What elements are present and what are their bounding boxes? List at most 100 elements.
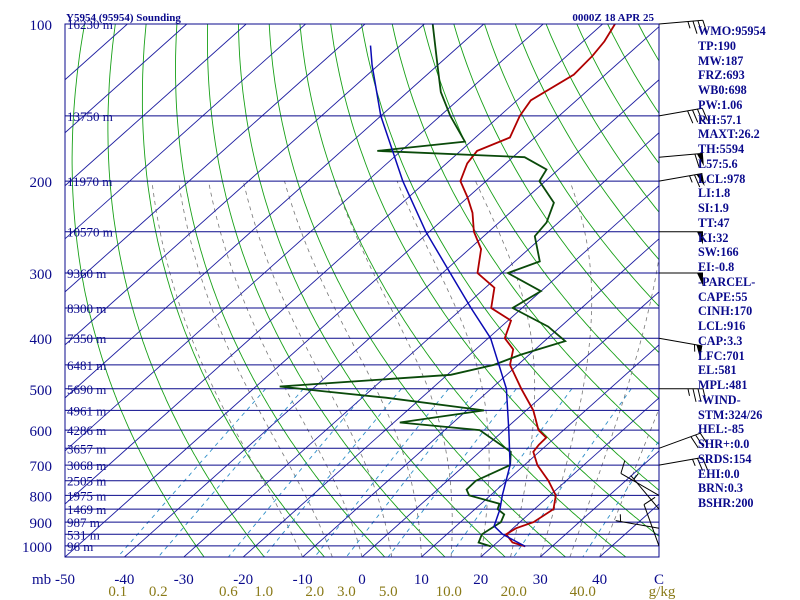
- indices-panel: WMO:95954 TP:190 MW:187 FRZ:693 WB0:698 PW:1.…: [698, 24, 798, 511]
- dry-adiabat: [361, 24, 659, 491]
- pressure-tick-label: 300: [30, 267, 53, 283]
- index-line: WMO:95954: [698, 24, 766, 38]
- moist-adiabat: [242, 181, 393, 557]
- index-line: MPL:481: [698, 378, 748, 392]
- isotherm-line: [65, 24, 366, 293]
- mixing-ratio-tick-label: 5.0: [379, 584, 398, 600]
- index-line: EHI:0.0: [698, 466, 740, 481]
- wind-barb: [659, 231, 703, 245]
- pressure-tick-label: 1000: [22, 540, 52, 556]
- mixing-ratio-line: [314, 388, 449, 557]
- dry-adiabat: [330, 24, 659, 537]
- temperature-tick-label: 0: [358, 572, 366, 588]
- moist-adiabat: [178, 181, 333, 557]
- moist-adiabat: [539, 180, 593, 557]
- sounding-datetime: 0000Z 18 APR 25: [572, 12, 654, 24]
- height-label: 9360 m: [67, 266, 106, 281]
- height-label: 3068 m: [67, 458, 106, 473]
- pressure-tick-label: 200: [30, 175, 53, 191]
- height-label: 8300 m: [67, 301, 106, 316]
- wind-barb: [658, 19, 708, 34]
- index-line: -PARCEL-: [698, 274, 756, 289]
- index-line: TT:47: [698, 215, 730, 230]
- mixing-ratio-tick-label: 2.0: [305, 584, 324, 600]
- isotherm-line: [65, 26, 659, 557]
- wind-barb: [658, 173, 705, 188]
- isotherm-line: [480, 397, 659, 557]
- mixing-ratio-line: [582, 439, 659, 557]
- temperature-labels: -50 -40 -30 -20 -10 0 10 20 30 40 C: [55, 572, 664, 588]
- pressure-tick-label: 600: [30, 424, 53, 440]
- index-line: SI:1.9: [698, 201, 729, 215]
- pressure-tick-label: 700: [30, 459, 53, 475]
- isotherm-line: [183, 132, 659, 557]
- dry-adiabat: [422, 24, 659, 400]
- height-label: 4286 m: [67, 423, 106, 438]
- parcel-profile: [369, 45, 526, 548]
- height-label: 1975 m: [67, 488, 106, 503]
- wind-barb: [643, 496, 660, 547]
- dry-adiabat: [237, 24, 506, 557]
- index-line: EI:-0.8: [698, 260, 735, 274]
- wind-barb: [620, 460, 660, 496]
- index-line: MW:187: [698, 53, 744, 68]
- mixing-ratio-line: [513, 388, 632, 557]
- mixing-ratio-tick-label: 0.6: [219, 584, 238, 600]
- mixing-ratio-tick-label: g/kg: [649, 584, 676, 600]
- moist-adiabat: [334, 180, 453, 557]
- index-line: CAPE:55: [698, 289, 748, 304]
- pressure-labels: 100 200 300 400 500 600 700 800 900 1000: [22, 18, 52, 556]
- pressure-unit-label: mb: [32, 572, 51, 588]
- moist-adiabat: [396, 180, 490, 557]
- grid-lines: [65, 24, 659, 557]
- isotherm-line: [65, 24, 603, 505]
- temperature-tick-label: 20: [473, 572, 488, 588]
- mixing-ratio-tick-label: 40.0: [570, 584, 596, 600]
- sounding-title: Y5954 (95954) Sounding: [66, 12, 181, 24]
- index-line: TH:5594: [698, 142, 745, 156]
- index-line: KI:32: [698, 230, 729, 245]
- index-line: BSHR:200: [698, 496, 754, 510]
- isotherm-line: [124, 79, 659, 557]
- isotherm-line: [302, 238, 659, 557]
- isotherm-line: [65, 24, 544, 452]
- height-label: 16230 m: [67, 17, 113, 32]
- pressure-tick-label: 400: [30, 332, 53, 348]
- wind-barb: [658, 337, 703, 359]
- moist-adiabat: [599, 408, 659, 557]
- index-line: LFC:701: [698, 348, 745, 363]
- isotherm-line: [65, 24, 485, 399]
- isotherm-line: [65, 24, 425, 346]
- moist-adiabat: [569, 255, 659, 557]
- mixing-ratio-tick-label: 0.2: [149, 584, 168, 600]
- temperature-tick-label: -20: [233, 572, 253, 588]
- wind-barb: [615, 514, 660, 529]
- dry-adiabat: [71, 24, 205, 557]
- moist-adiabat: [208, 181, 363, 557]
- temperature-tick-label: -50: [55, 572, 75, 588]
- index-line: SW:166: [698, 245, 739, 260]
- height-label: 3657 m: [67, 441, 106, 456]
- isotherm-line: [65, 24, 188, 134]
- dry-adiabat: [299, 24, 626, 557]
- wind-barb: [658, 457, 708, 471]
- index-line: BRN:0.3: [698, 481, 744, 496]
- isotherm-line: [421, 344, 659, 557]
- height-label: 531 m: [67, 527, 100, 542]
- height-label: 10570 m: [67, 225, 113, 240]
- mixing-ratio-line: [157, 388, 304, 557]
- index-line: LCL:978: [698, 171, 746, 186]
- height-label: 6481 m: [67, 358, 106, 373]
- dry-adiabat: [484, 24, 659, 308]
- height-label: 13750 m: [67, 109, 113, 124]
- index-line: RH:57.1: [698, 112, 742, 127]
- index-line: CINH:170: [698, 304, 753, 319]
- index-line: EL:581: [698, 363, 737, 378]
- index-line: L57:5.6: [698, 156, 738, 171]
- dry-adiabat: [175, 24, 386, 557]
- height-label: 11970 m: [67, 174, 112, 189]
- height-label: 96 m: [67, 539, 93, 554]
- temperature-tick-label: C: [654, 572, 664, 588]
- temperature-tick-label: 30: [533, 572, 548, 588]
